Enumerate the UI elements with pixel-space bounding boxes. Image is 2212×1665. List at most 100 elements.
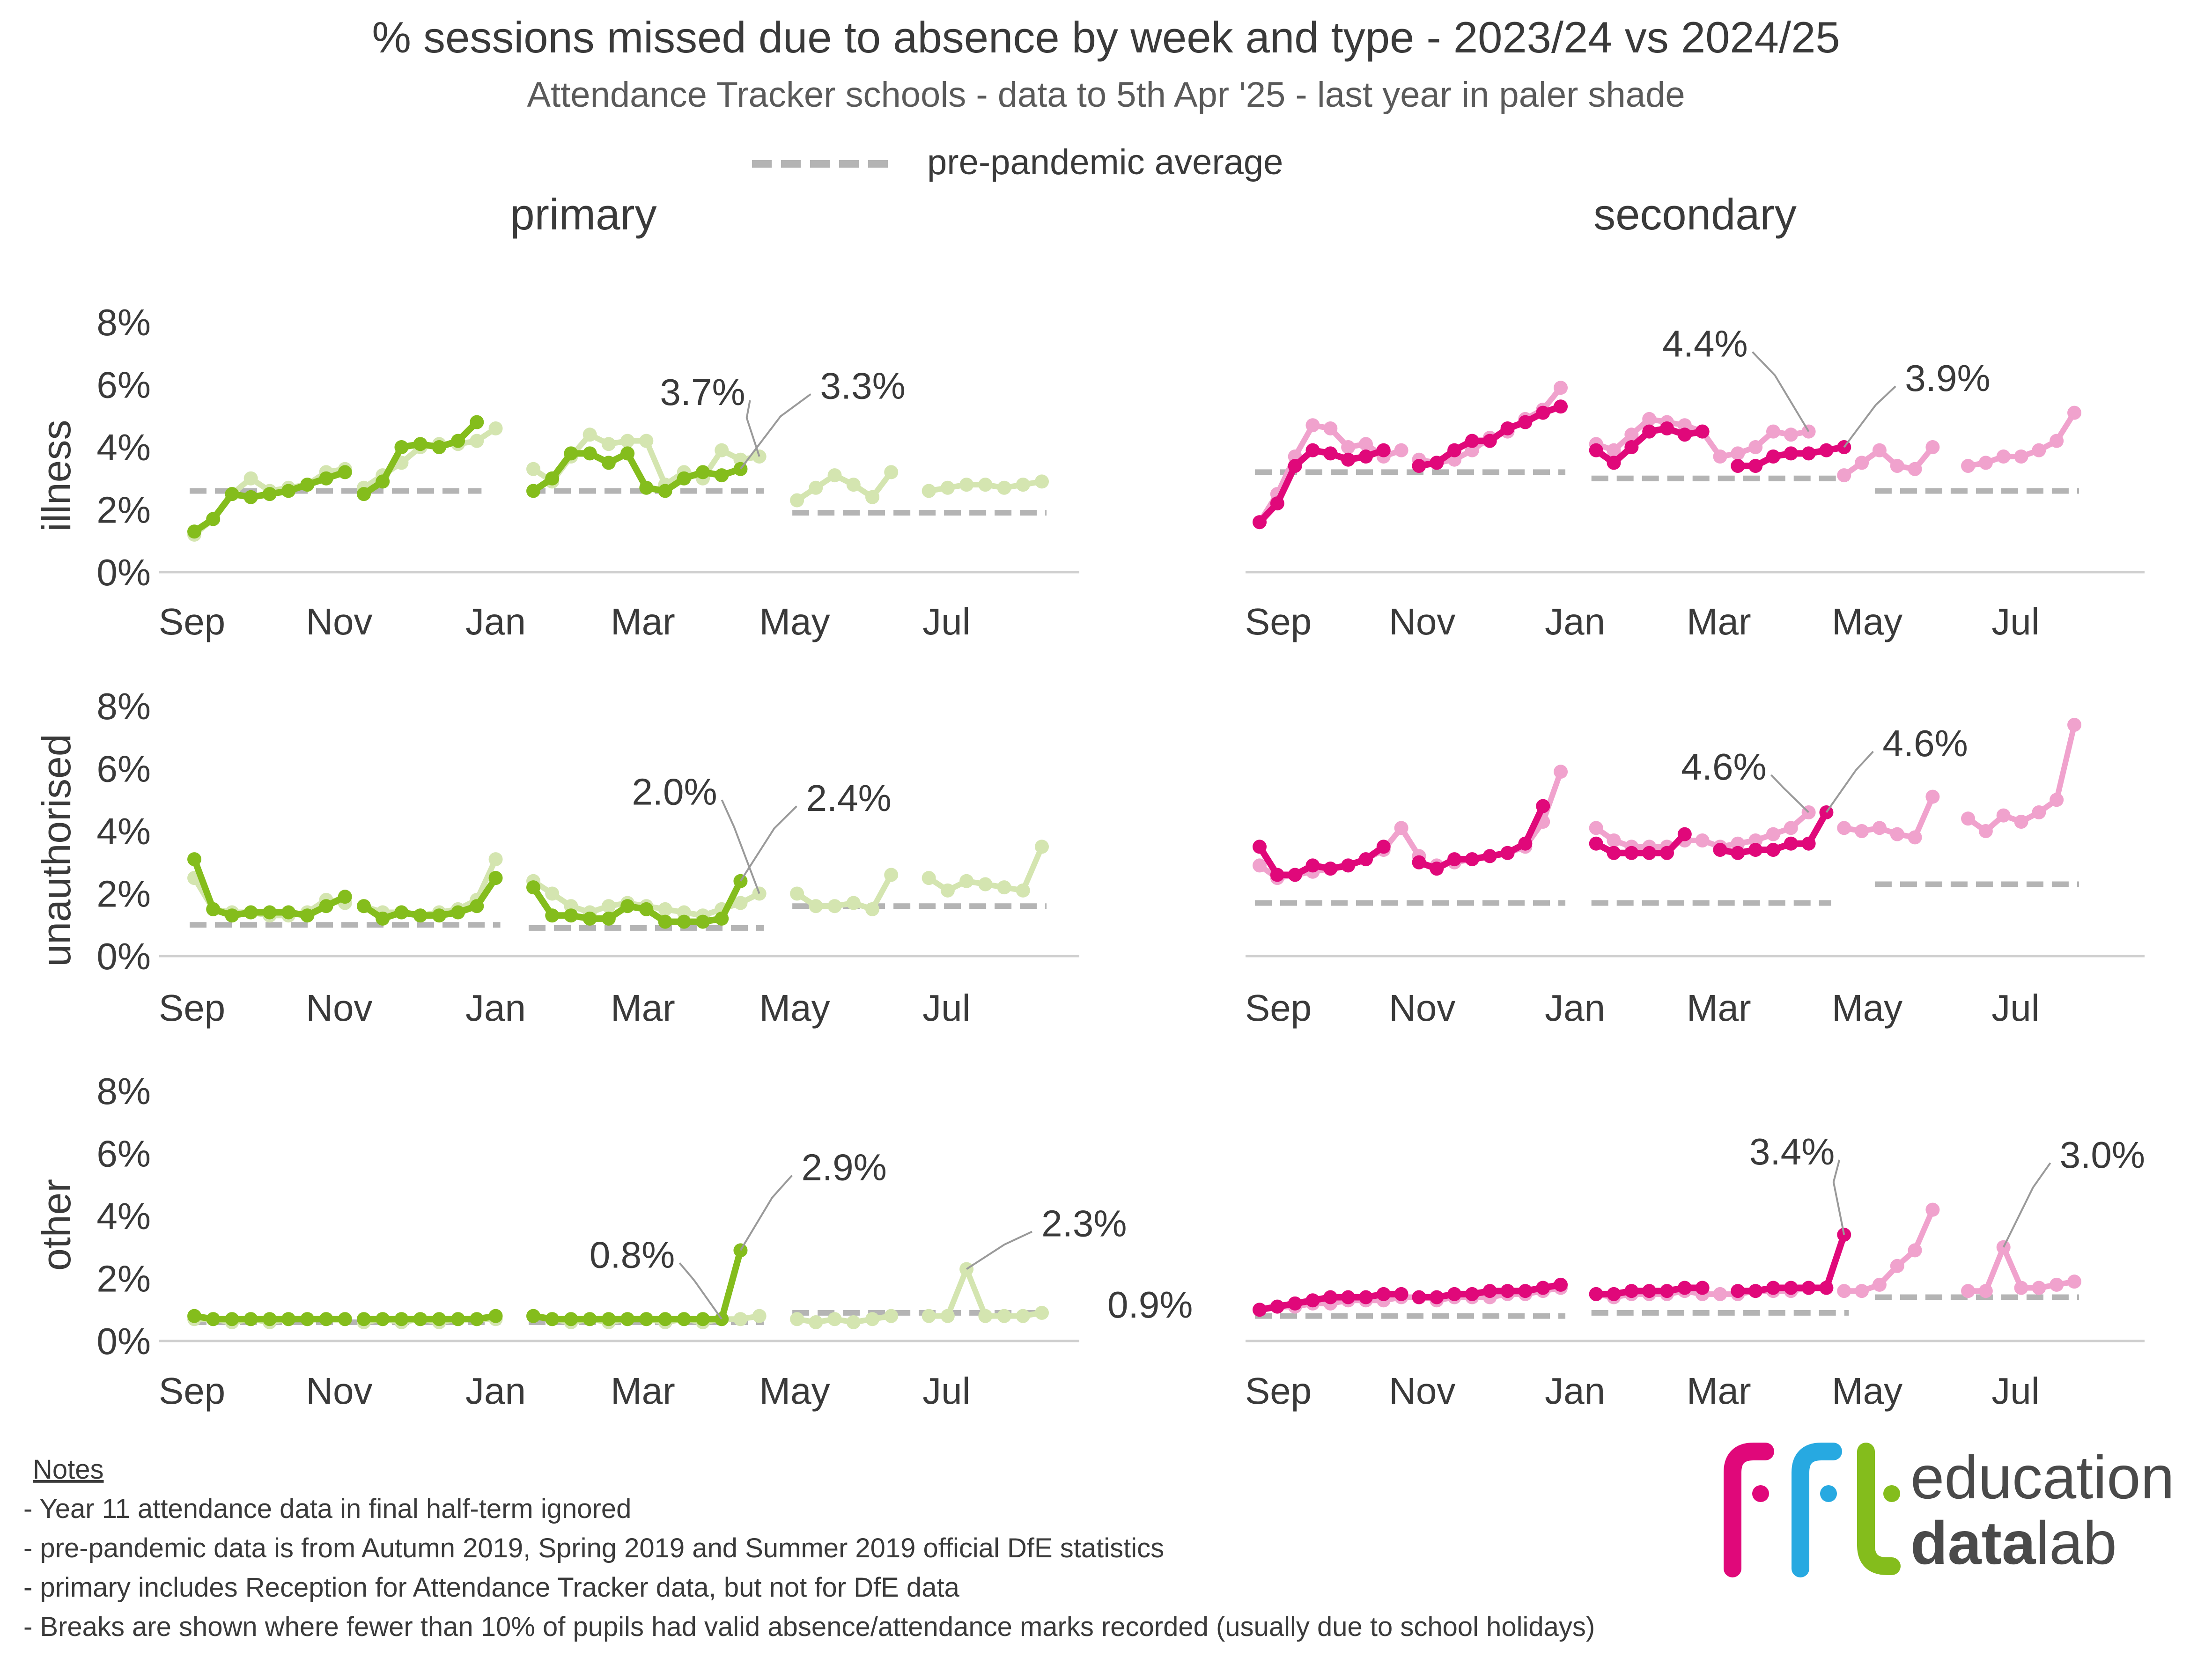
y-tick-label: 4% (96, 1195, 151, 1237)
data-point-last_year (1748, 440, 1763, 454)
annotation-label: 2.4% (806, 777, 891, 819)
data-point-last_year (1890, 1259, 1904, 1273)
y-tick-label: 6% (96, 364, 151, 406)
logo-text-data: data (1910, 1509, 2036, 1577)
annotation-leader (739, 805, 797, 882)
data-point-current (1500, 421, 1515, 435)
data-point-last_year (827, 899, 842, 914)
data-point-current (715, 468, 729, 483)
x-tick-label: Jul (1991, 601, 2039, 642)
data-point-current (1500, 1284, 1515, 1298)
data-point-last_year (2014, 814, 2028, 829)
x-tick-label: Sep (1245, 601, 1312, 642)
y-tick-label: 4% (96, 810, 151, 852)
data-point-last_year (488, 421, 503, 435)
data-point-current (376, 474, 390, 489)
data-point-current (488, 871, 503, 885)
data-point-current (1500, 846, 1515, 860)
data-point-current (1430, 1290, 1444, 1304)
annotation-leader (739, 393, 811, 470)
data-point-current (715, 911, 729, 926)
data-point-last_year (2050, 1277, 2064, 1292)
data-point-last_year (846, 896, 861, 910)
x-tick-label: Jan (1545, 987, 1605, 1029)
data-point-current (376, 911, 390, 926)
data-point-current (394, 1312, 409, 1326)
data-point-current (187, 1309, 201, 1323)
x-tick-label: Sep (159, 601, 225, 642)
data-point-last_year (2050, 434, 2064, 448)
data-point-last_year (2032, 805, 2046, 819)
data-point-current (413, 1312, 428, 1326)
data-point-current (225, 1312, 239, 1326)
data-point-current (338, 890, 352, 904)
chart-title: % sessions missed due to absence by week… (372, 13, 1840, 62)
data-point-current (451, 434, 465, 448)
data-point-last_year (1016, 883, 1030, 898)
data-point-current (1642, 424, 1657, 439)
data-point-last_year (1695, 833, 1710, 848)
y-tick-label: 8% (96, 685, 151, 727)
annotation-leader (678, 1262, 723, 1320)
data-point-current (1253, 515, 1267, 530)
data-point-last_year (1554, 765, 1568, 779)
data-point-current (281, 1312, 296, 1326)
data-point-last_year (1996, 808, 2011, 823)
annotation-label: 2.0% (632, 771, 717, 813)
x-tick-label: Jan (1545, 1370, 1605, 1412)
data-point-current (281, 905, 296, 920)
annotation-leader (721, 799, 760, 894)
y-tick-label: 0% (96, 552, 151, 593)
x-tick-label: Mar (1687, 1370, 1751, 1412)
data-point-last_year (790, 886, 804, 901)
row-label-unauthorised: unauthorised (34, 734, 79, 966)
data-point-current (338, 1312, 352, 1326)
x-tick-label: Nov (306, 601, 372, 642)
x-tick-label: Jul (1991, 1370, 2039, 1412)
data-point-current (432, 440, 446, 454)
data-point-current (1270, 1299, 1284, 1314)
data-point-last_year (827, 468, 842, 483)
data-point-current (262, 1312, 277, 1326)
annotation-label: 3.4% (1749, 1131, 1835, 1172)
data-point-current (620, 1312, 635, 1326)
data-point-current (1465, 852, 1479, 867)
data-point-current (1642, 1284, 1657, 1298)
annotation-label: 2.3% (1041, 1202, 1127, 1244)
data-point-last_year (790, 493, 804, 508)
data-point-last_year (2067, 1275, 2081, 1289)
data-point-last_year (470, 434, 484, 448)
data-point-last_year (601, 899, 616, 914)
data-point-current (300, 1312, 315, 1326)
series-line-last_year (1257, 825, 1422, 881)
data-point-last_year (1961, 1284, 1976, 1298)
x-tick-label: Jan (1545, 601, 1605, 642)
data-point-last_year (1766, 827, 1780, 841)
panel-title-primary: primary (510, 190, 656, 239)
data-point-current (1412, 855, 1426, 869)
y-tick-label: 8% (96, 1070, 151, 1112)
annotation-label: 3.0% (2060, 1134, 2145, 1176)
data-point-last_year (1925, 1202, 1940, 1217)
data-point-last_year (978, 478, 993, 492)
data-point-current (1801, 1281, 1816, 1295)
data-point-current (488, 1309, 503, 1323)
data-point-current (1358, 449, 1373, 464)
data-point-current (394, 440, 409, 454)
data-point-current (1589, 1287, 1603, 1301)
data-point-current (1518, 415, 1533, 429)
data-point-current (1376, 840, 1391, 854)
data-point-current (1430, 456, 1444, 470)
data-point-last_year (1961, 459, 1976, 473)
data-point-current (319, 1312, 333, 1326)
logo-text-line1: education (1910, 1443, 2175, 1511)
data-point-last_year (526, 462, 540, 476)
data-point-current (1624, 440, 1639, 454)
data-point-current (1270, 496, 1284, 511)
row-label-other: other (34, 1179, 79, 1271)
y-tick-label: 2% (96, 489, 151, 531)
chart-panel-secondary-illness: Sep Nov Jan Mar May Jul 4.4% 3.9% (1245, 323, 2145, 642)
notes-heading: Notes (33, 1454, 104, 1485)
y-tick-label: 6% (96, 1133, 151, 1175)
data-point-current (319, 899, 333, 914)
